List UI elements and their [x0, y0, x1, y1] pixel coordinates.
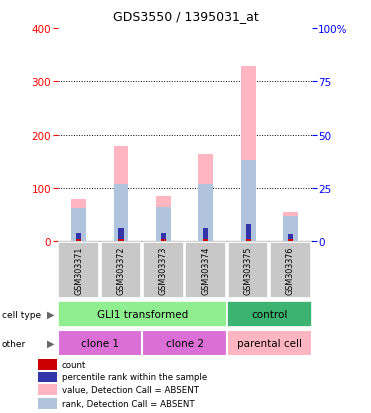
Bar [118, 240, 124, 242]
Bar [227, 330, 312, 356]
Bar [228, 243, 269, 298]
Bar [58, 330, 142, 356]
Bar [118, 229, 124, 240]
Bar [241, 161, 256, 242]
Bar [39, 359, 57, 370]
Text: GSM303371: GSM303371 [74, 247, 83, 294]
Bar [161, 233, 166, 240]
Text: GSM303373: GSM303373 [159, 247, 168, 294]
Bar [39, 398, 57, 409]
Bar [156, 197, 171, 242]
Bar [39, 385, 57, 395]
Bar [143, 243, 184, 298]
Bar [203, 240, 208, 242]
Text: GSM303372: GSM303372 [116, 246, 125, 295]
Text: GLI1 transformed: GLI1 transformed [96, 309, 188, 319]
Bar [246, 225, 251, 240]
Bar [227, 301, 312, 327]
Bar [241, 67, 256, 242]
Text: GSM303376: GSM303376 [286, 247, 295, 294]
Text: GSM303375: GSM303375 [244, 246, 253, 295]
Bar [76, 240, 81, 242]
Text: ▶: ▶ [47, 338, 55, 348]
Bar [39, 372, 57, 382]
Text: count: count [62, 360, 86, 369]
Bar [114, 185, 128, 242]
Text: percentile rank within the sample: percentile rank within the sample [62, 373, 207, 382]
Bar [283, 216, 298, 242]
Bar [270, 243, 311, 298]
Bar [283, 212, 298, 242]
Bar [161, 240, 166, 242]
Text: ▶: ▶ [47, 309, 55, 319]
Bar [114, 147, 128, 242]
Bar [198, 184, 213, 242]
Bar [71, 199, 86, 242]
Bar [156, 207, 171, 242]
Text: clone 1: clone 1 [81, 338, 119, 348]
Bar [58, 301, 227, 327]
Text: parental cell: parental cell [237, 338, 302, 348]
Bar [288, 234, 293, 240]
Bar [58, 243, 99, 298]
Bar [76, 233, 81, 240]
Bar [203, 229, 208, 240]
Bar [198, 155, 213, 242]
Text: value, Detection Call = ABSENT: value, Detection Call = ABSENT [62, 385, 199, 394]
Text: cell type: cell type [2, 310, 41, 319]
Bar [186, 243, 226, 298]
Text: clone 2: clone 2 [165, 338, 204, 348]
Bar [246, 240, 251, 242]
Text: GDS3550 / 1395031_at: GDS3550 / 1395031_at [113, 10, 258, 23]
Text: other: other [2, 339, 26, 348]
Text: GSM303374: GSM303374 [201, 247, 210, 294]
Bar [71, 209, 86, 242]
Bar [101, 243, 141, 298]
Text: control: control [251, 309, 288, 319]
Bar [142, 330, 227, 356]
Text: rank, Detection Call = ABSENT: rank, Detection Call = ABSENT [62, 399, 194, 408]
Bar [288, 240, 293, 242]
